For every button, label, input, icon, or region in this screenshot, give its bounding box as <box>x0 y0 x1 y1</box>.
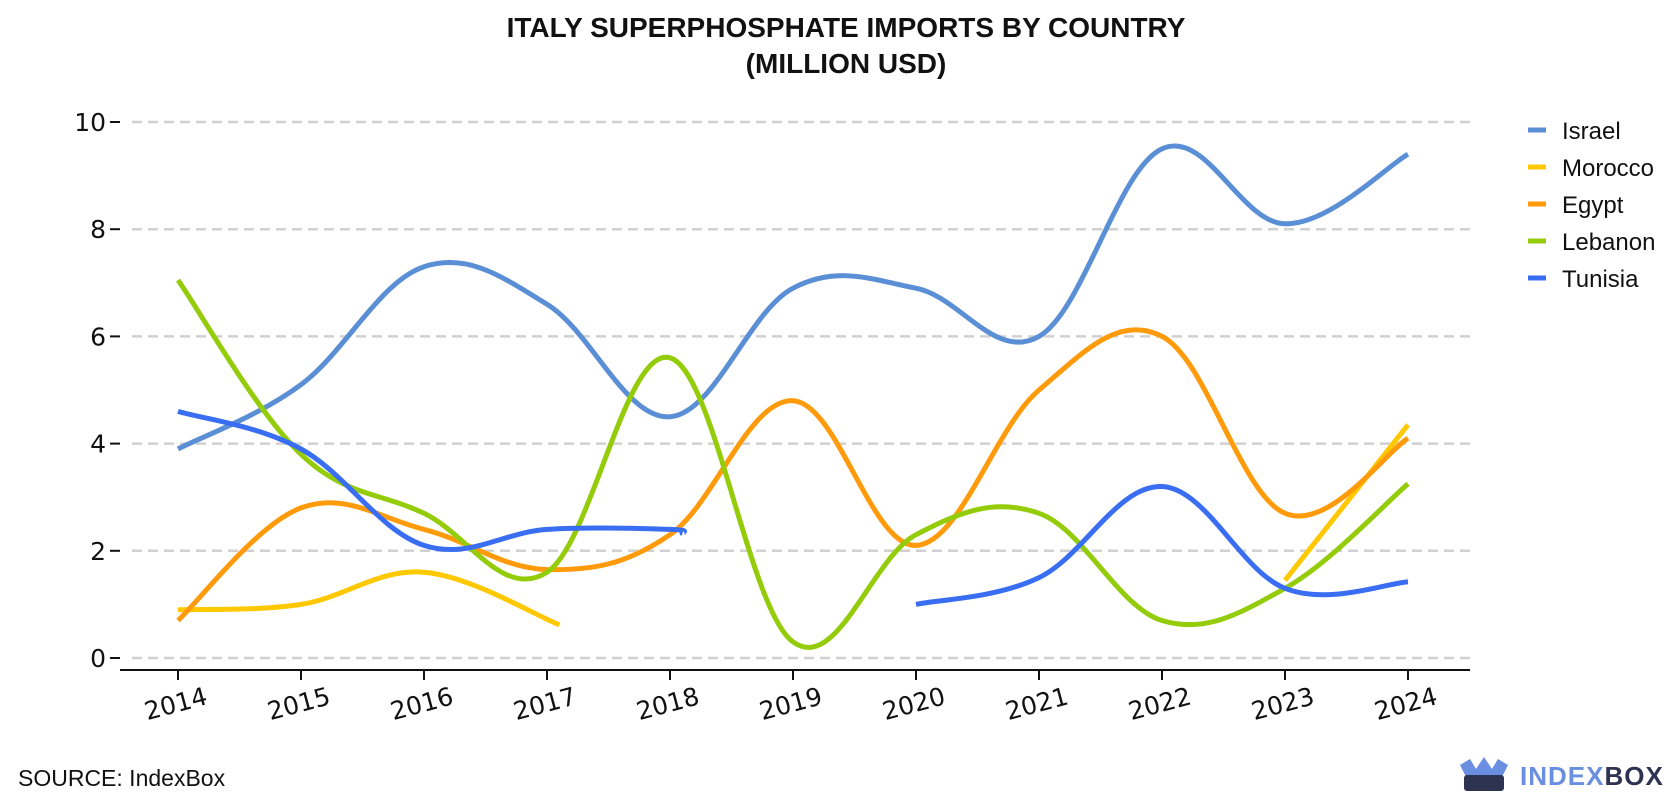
legend-label-tunisia: Tunisia <box>1562 266 1639 293</box>
legend-label-lebanon: Lebanon <box>1562 229 1655 256</box>
logo-crown-icon <box>1460 757 1508 791</box>
x-tick-label: 2022 <box>1125 682 1194 726</box>
axes: 0 2 4 6 8 10 2014 2015 2016 2017 2018 2019 2020 2021 2… <box>74 108 1470 726</box>
x-tick-label: 2019 <box>756 682 825 726</box>
y-tick-label: 0 <box>90 644 106 673</box>
x-tick-label: 2020 <box>879 682 948 726</box>
x-tick-label: 2021 <box>1002 682 1071 726</box>
x-tick-label: 2016 <box>387 682 456 726</box>
series-line-morocco <box>177 569 561 628</box>
x-tick-label: 2017 <box>510 682 579 726</box>
y-tick-label: 10 <box>74 108 106 137</box>
legend-label-morocco: Morocco <box>1562 155 1654 182</box>
x-tick-label: 2015 <box>264 682 333 726</box>
x-tick-label: 2014 <box>141 682 210 726</box>
series-line-israel <box>176 143 1410 452</box>
x-tick-label: 2024 <box>1371 682 1440 726</box>
chart-title-line: ITALY SUPERPHOSPHATE IMPORTS BY COUNTRY <box>507 12 1186 43</box>
legend-label-israel: Israel <box>1562 118 1621 145</box>
source-note: SOURCE: IndexBox <box>18 765 226 791</box>
logo-text-index: INDEX <box>1520 761 1605 791</box>
series-line-egypt <box>176 327 1410 623</box>
chart-title-line: (MILLION USD) <box>746 48 947 79</box>
chart-title: ITALY SUPERPHOSPHATE IMPORTS BY COUNTRY (… <box>507 12 1186 79</box>
y-tick-label: 8 <box>90 215 106 244</box>
x-tick-label: 2018 <box>633 682 702 726</box>
series-line-tunisia <box>177 409 687 552</box>
series-lines <box>175 143 1410 650</box>
y-tick-label: 4 <box>90 430 106 459</box>
indexbox-logo[interactable]: INDEXBOX <box>1458 755 1668 795</box>
y-tick-label: 6 <box>90 322 106 351</box>
series-line-tunisia <box>915 483 1409 607</box>
legend-label-egypt: Egypt <box>1562 192 1624 219</box>
series-line-lebanon <box>175 278 1410 650</box>
legend: Israel Morocco Egypt Lebanon Tunisia <box>1528 118 1655 293</box>
y-tick-label: 2 <box>90 537 106 566</box>
x-tick-label: 2023 <box>1248 682 1317 726</box>
series-line-morocco <box>1283 423 1410 582</box>
logo-text-box: BOX <box>1604 761 1664 791</box>
